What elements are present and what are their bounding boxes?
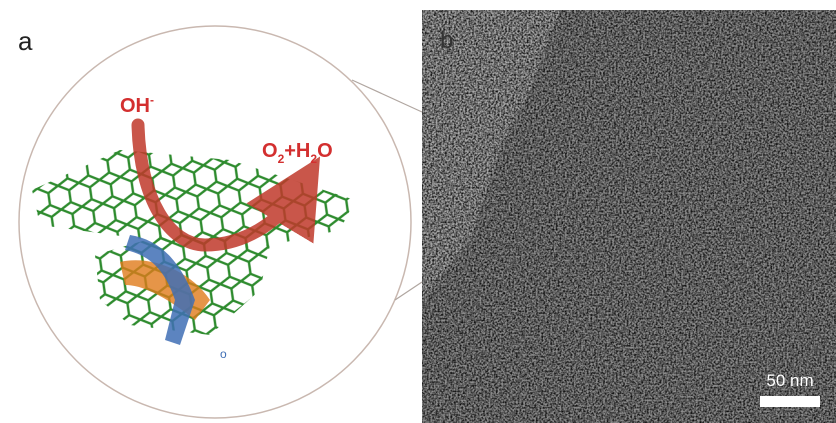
panel-label: b — [440, 27, 453, 54]
zoom-line — [352, 80, 422, 112]
product-label: O2+H2O — [262, 140, 333, 166]
panel-b — [422, 10, 836, 423]
panel-a: a OH- O2+H2O o — [18, 26, 422, 418]
figure: a OH- O2+H2O o b 50 nm — [0, 0, 836, 423]
scale-bar — [760, 396, 820, 407]
reactant-label: OH- — [120, 93, 154, 117]
atom-label: o — [220, 347, 227, 361]
panel-label: a — [18, 26, 33, 56]
scale-bar-label: 50 nm — [766, 371, 813, 390]
